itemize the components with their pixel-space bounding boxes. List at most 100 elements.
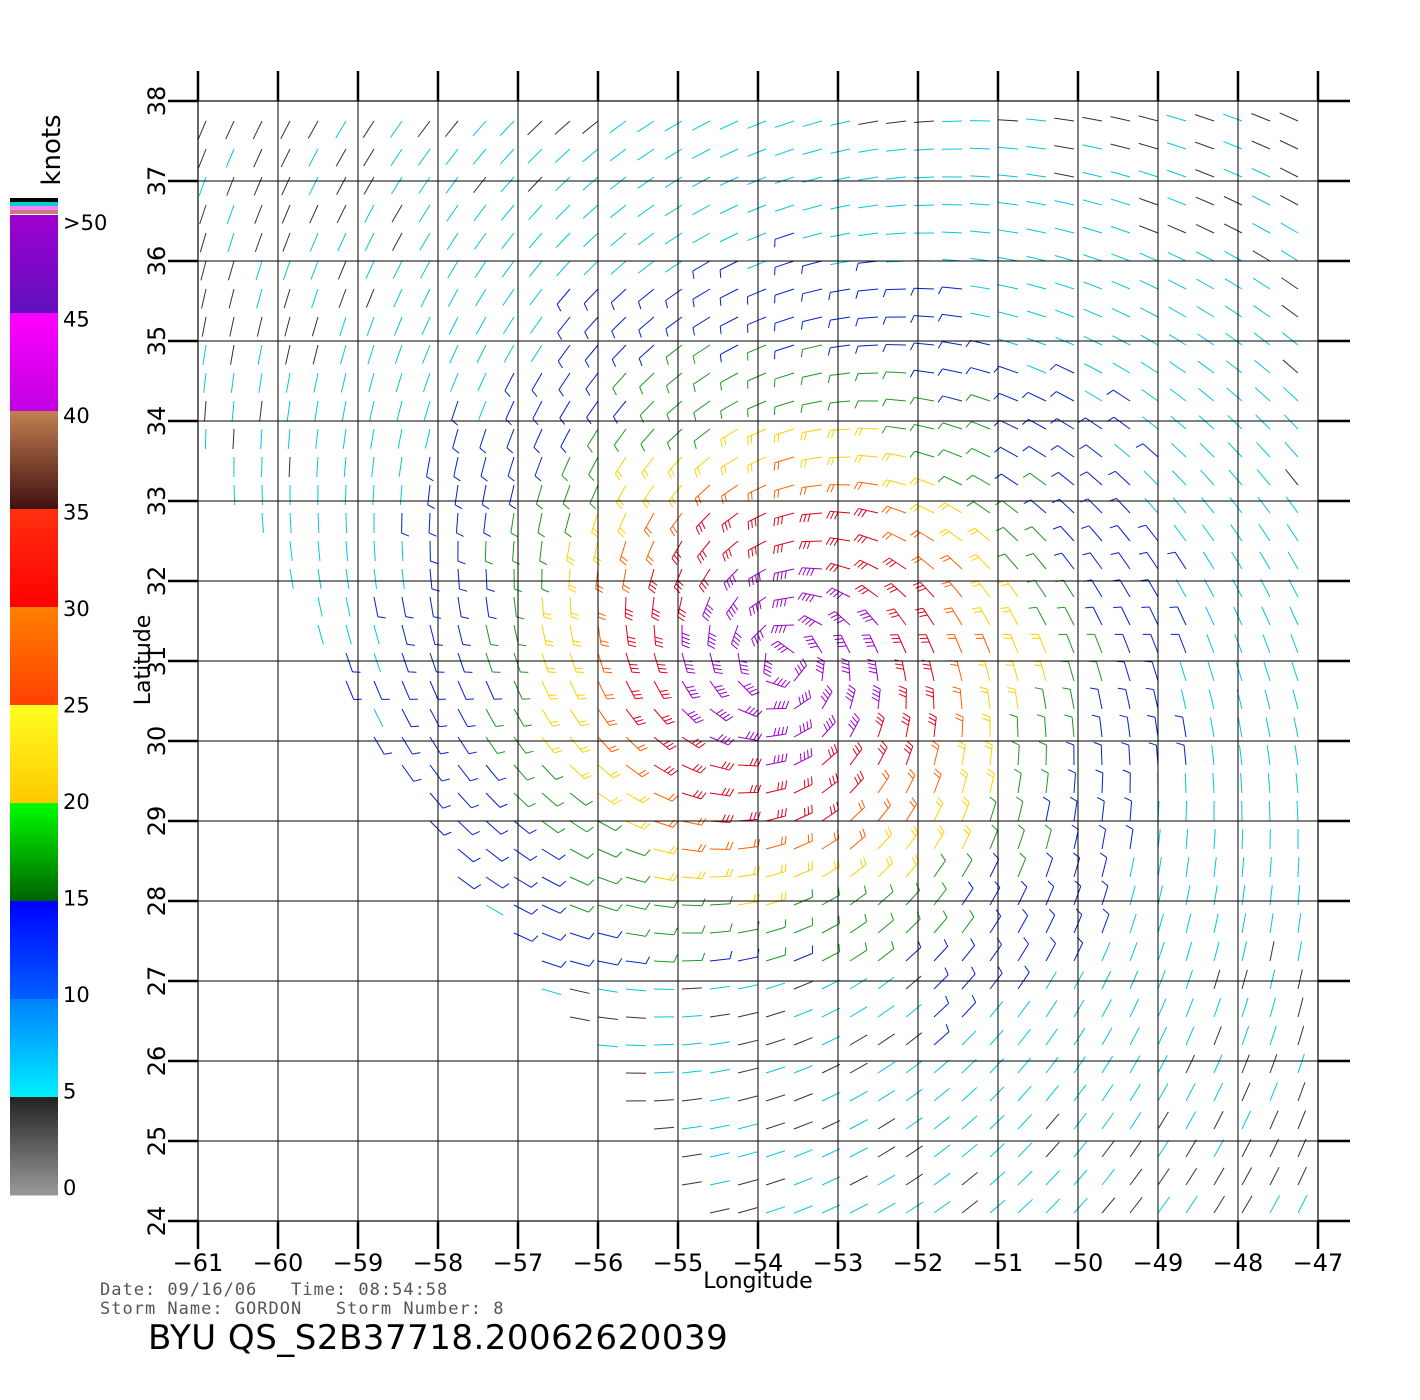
wind-barb [230, 344, 235, 365]
wind-barb [677, 596, 687, 622]
wind-barb [793, 1205, 813, 1214]
wind-barb [1195, 141, 1215, 150]
wind-barb [309, 232, 319, 252]
wind-barb [1256, 469, 1271, 486]
wind-barb [1241, 969, 1248, 990]
wind-barb [1269, 941, 1275, 962]
wind-barb [821, 887, 840, 906]
wind-barb [535, 484, 544, 510]
wind-barb [226, 176, 235, 196]
wind-barb [1054, 117, 1075, 122]
wind-barb [881, 479, 907, 488]
wind-barb [365, 260, 375, 280]
wind-barb [422, 372, 431, 393]
wind-barb [941, 203, 963, 206]
colorbar-band [10, 705, 58, 804]
colorbar-tick-label: 30 [63, 597, 90, 621]
wind-barb [399, 484, 403, 505]
wind-barb [369, 400, 375, 421]
wind-barb [610, 288, 627, 311]
wind-barb [905, 1060, 923, 1074]
wind-barb [921, 659, 935, 682]
wind-barb [751, 624, 767, 647]
wind-barb [849, 942, 868, 962]
wind-barb [1062, 687, 1075, 710]
wind-barb [282, 260, 291, 281]
wind-barb [765, 863, 787, 878]
wind-barb [485, 904, 504, 916]
wind-barb [537, 512, 545, 538]
wind-barb [394, 316, 403, 336]
wind-barb [909, 503, 935, 514]
wind-barb [737, 1067, 758, 1074]
wind-barb [457, 540, 466, 565]
wind-barb [938, 528, 963, 542]
wind-barb [582, 120, 599, 134]
wind-barb [1030, 633, 1047, 654]
wind-barb [625, 736, 648, 752]
wind-barb [401, 624, 416, 646]
wind-barb [227, 260, 235, 281]
wind-barb [529, 260, 543, 277]
wind-barb [901, 712, 911, 738]
wind-barb [429, 736, 449, 755]
wind-barb [821, 1007, 841, 1018]
wind-barb [1140, 334, 1159, 346]
wind-barb [1045, 971, 1057, 990]
wind-barb [448, 316, 459, 336]
wind-barb [707, 624, 717, 650]
wind-barb [854, 400, 879, 409]
lat-tick-label: 27 [143, 966, 171, 997]
wind-barb [719, 260, 739, 278]
wind-barb [910, 315, 935, 324]
wind-barb [877, 826, 893, 850]
wind-barb [1269, 1195, 1280, 1214]
wind-barb [802, 232, 823, 239]
wind-barb [855, 260, 879, 272]
wind-barb [1110, 225, 1131, 234]
wind-barb [1185, 969, 1193, 990]
lon-tick-label: −61 [173, 1249, 224, 1277]
wind-barb [597, 1016, 618, 1021]
wind-barb [418, 204, 431, 223]
wind-barb [877, 1146, 896, 1158]
wind-barb [395, 372, 403, 393]
wind-barb [1232, 579, 1243, 598]
wind-barb [1138, 115, 1159, 122]
wind-barb [541, 568, 550, 593]
wind-barb [569, 792, 593, 806]
wind-barb [1073, 1169, 1088, 1186]
wind-barb [720, 428, 739, 448]
wind-barb [1110, 171, 1131, 178]
colorbar-tick-label: 10 [63, 983, 90, 1007]
wind-barb [1073, 1141, 1088, 1158]
wind-barb [937, 313, 963, 322]
wind-barb [905, 1032, 923, 1046]
wind-barb [989, 966, 1003, 990]
wind-barb [1026, 579, 1047, 598]
wind-barb [530, 344, 543, 363]
wind-barb [611, 344, 627, 367]
wind-barb [613, 428, 627, 453]
wind-barb [989, 824, 998, 850]
wind-barb [1101, 1027, 1113, 1046]
wind-barb [773, 344, 795, 360]
wind-barb [582, 204, 599, 219]
wind-barb [961, 881, 974, 906]
wind-barb [798, 567, 823, 576]
wind-barb [681, 1014, 702, 1018]
wind-barb [370, 428, 375, 449]
wind-barb [877, 1089, 896, 1102]
wind-barb [637, 176, 655, 189]
wind-barb [1101, 942, 1111, 962]
wind-barb [989, 1171, 1006, 1186]
wind-barb [877, 912, 894, 934]
wind-barb [541, 876, 567, 887]
wind-barb [998, 580, 1019, 598]
wind-barb [1026, 145, 1047, 150]
wind-barb [1253, 305, 1271, 318]
wind-barb [997, 553, 1019, 570]
wind-barb [1068, 769, 1076, 794]
colorbar-band [10, 901, 58, 1000]
wind-barb [527, 176, 543, 192]
